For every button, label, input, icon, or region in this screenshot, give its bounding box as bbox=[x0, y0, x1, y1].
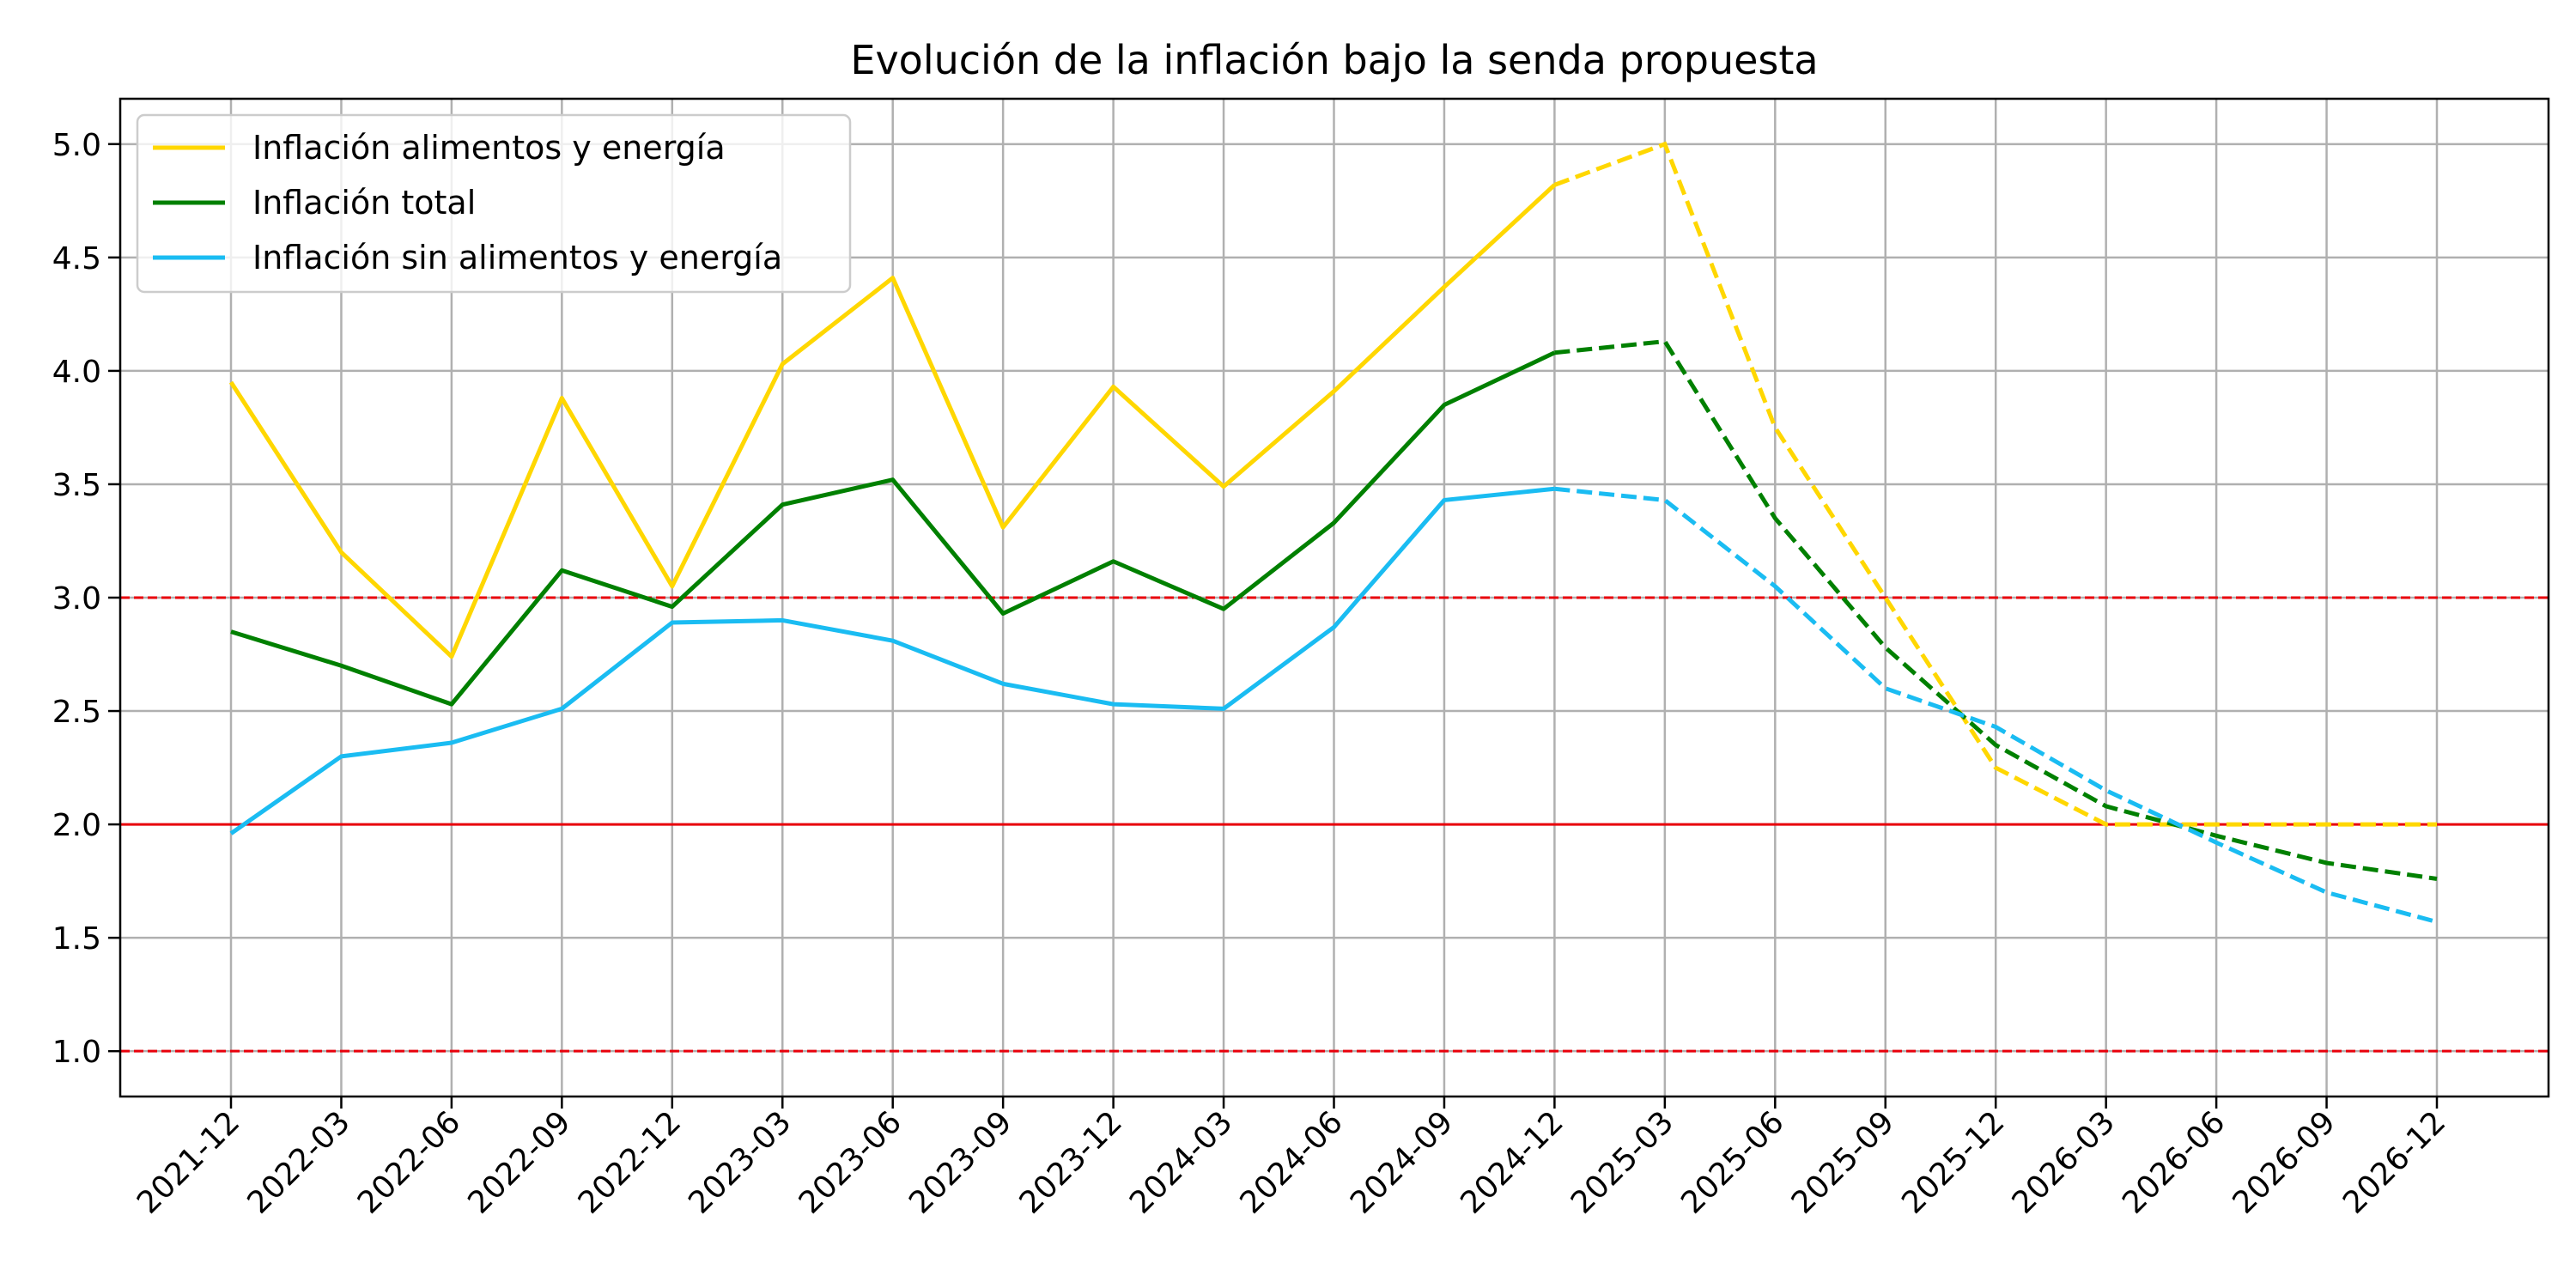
x-tick-label: 2026-12 bbox=[2336, 1104, 2452, 1220]
x-tick-label: 2026-06 bbox=[2116, 1104, 2232, 1220]
x-tick-label: 2025-03 bbox=[1564, 1104, 1680, 1220]
series-lines bbox=[228, 141, 2438, 925]
y-tick-label: 4.0 bbox=[52, 355, 101, 390]
x-tick-label: 2026-09 bbox=[2227, 1104, 2342, 1220]
x-tick-label: 2025-12 bbox=[1895, 1104, 2011, 1220]
legend-box bbox=[136, 113, 852, 294]
series-line-projected bbox=[1554, 338, 2438, 881]
x-tick-label: 2024-06 bbox=[1234, 1104, 1350, 1220]
chart-title: Evolución de la inflación bajo la senda … bbox=[850, 37, 1818, 83]
x-tick-label: 2023-09 bbox=[902, 1104, 1018, 1220]
x-tick-label: 2023-12 bbox=[1013, 1104, 1129, 1220]
x-tick-label: 2022-03 bbox=[240, 1104, 356, 1220]
y-tick-label: 5.0 bbox=[52, 128, 101, 163]
x-axis: 2021-122022-032022-062022-092022-122023-… bbox=[131, 1097, 2452, 1221]
y-tick-label: 3.0 bbox=[52, 581, 101, 617]
x-tick-label: 2024-09 bbox=[1344, 1104, 1460, 1220]
series-line-observed bbox=[229, 486, 1555, 835]
x-tick-label: 2025-09 bbox=[1785, 1104, 1901, 1220]
legend-label: Inflación sin alimentos y energía bbox=[252, 239, 782, 276]
y-tick-label: 1.0 bbox=[52, 1035, 101, 1070]
y-tick-label: 4.5 bbox=[52, 241, 101, 276]
x-tick-label: 2022-09 bbox=[461, 1104, 577, 1220]
x-tick-label: 2023-03 bbox=[682, 1104, 798, 1220]
y-tick-label: 1.5 bbox=[52, 921, 101, 957]
x-tick-label: 2026-03 bbox=[2006, 1104, 2122, 1220]
y-tick-label: 2.5 bbox=[52, 695, 101, 730]
legend: Inflación alimentos y energía Inflación t… bbox=[136, 113, 852, 294]
x-tick-label: 2024-12 bbox=[1454, 1104, 1570, 1220]
y-tick-label: 2.0 bbox=[52, 808, 101, 843]
x-tick-label: 2025-06 bbox=[1674, 1104, 1790, 1220]
series-line-observed bbox=[230, 350, 1556, 707]
x-tick-label: 2021-12 bbox=[131, 1104, 246, 1220]
x-tick-label: 2023-06 bbox=[793, 1104, 908, 1220]
series-line-projected bbox=[1553, 141, 2437, 827]
legend-label: Inflación total bbox=[252, 184, 476, 222]
legend-label: Inflación alimentos y energía bbox=[252, 129, 726, 167]
x-tick-label: 2022-12 bbox=[572, 1104, 688, 1220]
series-line-projected bbox=[1554, 486, 2438, 925]
y-axis: 1.0 1.5 2.0 2.5 3.0 3.5 4.0 4.5 5.0 bbox=[52, 128, 120, 1070]
series-line-observed bbox=[228, 183, 1557, 659]
x-tick-label: 2024-03 bbox=[1123, 1104, 1239, 1220]
x-tick-label: 2022-06 bbox=[351, 1104, 467, 1220]
y-tick-label: 3.5 bbox=[52, 468, 101, 503]
